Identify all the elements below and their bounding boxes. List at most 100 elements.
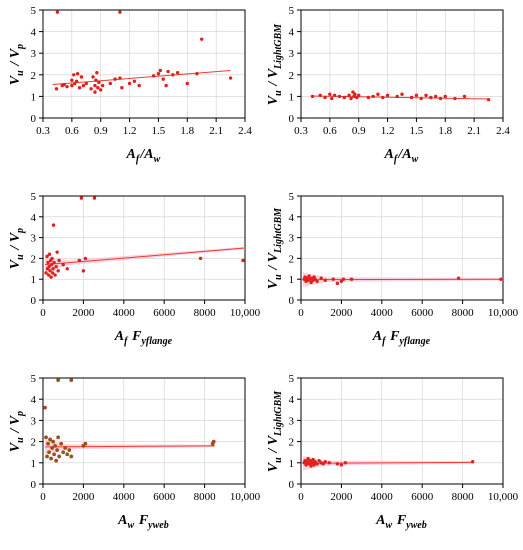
data-point <box>309 464 313 468</box>
data-point <box>49 275 53 279</box>
data-point <box>81 83 86 88</box>
data-point <box>47 265 51 269</box>
data-point <box>70 78 74 82</box>
x-tick-label: 1.2 <box>123 125 137 137</box>
data-point <box>349 277 354 281</box>
data-point <box>453 96 457 101</box>
y-axis-label: Vu / VLightGBM <box>266 390 284 473</box>
x-axis-label: Aw Fyweb <box>375 513 428 531</box>
data-point <box>185 81 189 86</box>
y-tick-label: 2 <box>289 70 295 82</box>
data-point <box>429 95 433 100</box>
data-point <box>46 441 50 446</box>
chart-panel-1: 0.3 0.6 0.9 1.2 1.5 1.8 2.1 2.4 0 1 2 3 4 5 Af /Aw Vu … <box>8 5 252 165</box>
data-point <box>424 93 428 98</box>
x-axis-label: Af /Aw <box>384 147 420 165</box>
data-point <box>65 267 69 271</box>
data-point <box>63 446 68 450</box>
data-point <box>357 93 361 98</box>
data-point <box>211 439 216 444</box>
data-point <box>61 262 65 267</box>
data-point <box>438 96 443 101</box>
x-tick-label: 8000 <box>194 491 217 503</box>
y-tick-label: 1 <box>289 91 295 103</box>
data-point <box>55 250 59 254</box>
x-axis-label: Af Fyflange <box>114 329 173 347</box>
data-point <box>118 10 122 14</box>
data-point <box>57 454 62 459</box>
data-point <box>385 93 390 98</box>
data-point <box>151 74 156 78</box>
data-point <box>198 256 203 261</box>
data-point <box>311 457 315 462</box>
y-tick-label: 4 <box>289 27 295 39</box>
data-point <box>400 92 404 96</box>
data-point <box>72 73 76 77</box>
data-point <box>353 92 357 96</box>
y-tick-label: 0 <box>31 479 37 491</box>
plot-frame <box>42 9 246 119</box>
data-point <box>55 10 60 14</box>
x-tick-label: 6000 <box>153 491 176 503</box>
data-point <box>48 269 52 273</box>
plot-frame <box>300 195 504 301</box>
x-tick-label: 2000 <box>72 491 95 503</box>
x-tick-label: 6000 <box>153 307 176 319</box>
data-point <box>50 271 55 275</box>
data-point <box>84 81 88 86</box>
data-point <box>49 456 54 461</box>
x-axis-label: Aw Fyweb <box>117 513 170 531</box>
y-tick-label: 1 <box>31 458 37 470</box>
data-point <box>62 82 66 87</box>
y-tick-label: 5 <box>31 5 37 17</box>
y-tick-label: 3 <box>31 415 37 427</box>
data-point <box>48 437 53 442</box>
x-axis-label: Af /Aw <box>126 147 162 165</box>
y-axis-label: Vu / Vp <box>8 227 26 269</box>
x-tick-label: 2.4 <box>238 125 252 137</box>
x-tick-label: 0 <box>40 491 46 503</box>
data-point <box>419 96 423 101</box>
y-tick-label: 1 <box>289 458 295 470</box>
data-point <box>89 87 93 91</box>
data-point <box>171 73 175 77</box>
data-point <box>349 96 353 101</box>
data-point <box>137 83 141 88</box>
data-point <box>310 461 314 465</box>
data-point <box>97 80 101 85</box>
fit-line <box>44 247 246 266</box>
x-tick-label: 0.9 <box>352 125 366 137</box>
data-point <box>59 441 64 446</box>
data-point <box>67 448 72 453</box>
data-point <box>371 94 375 99</box>
data-point <box>91 75 95 79</box>
data-point <box>319 276 323 280</box>
data-point <box>113 77 117 81</box>
data-point <box>79 196 84 200</box>
x-tick-label: 1.5 <box>410 125 424 137</box>
confidence-band <box>45 439 215 455</box>
data-point <box>51 267 55 271</box>
data-point <box>332 93 337 98</box>
data-point <box>164 83 168 88</box>
data-point <box>69 378 74 383</box>
data-point <box>44 435 48 440</box>
x-tick-label: 4000 <box>113 307 136 319</box>
x-tick-label: 0 <box>40 307 46 319</box>
data-point <box>93 83 97 88</box>
data-point <box>44 271 48 275</box>
x-tick-label: 0 <box>298 307 304 319</box>
x-tick-label: 6000 <box>411 491 434 503</box>
y-tick-label: 0 <box>31 113 37 125</box>
y-tick-label: 5 <box>289 5 295 17</box>
data-point <box>409 95 414 100</box>
data-point <box>166 69 170 74</box>
chart-panel-5: 0 2000 4000 6000 8000 10,000 0 1 2 3 4 5 Aw Fyweb Vu… <box>8 373 261 531</box>
data-point <box>79 75 84 79</box>
x-tick-label: 0.6 <box>323 125 337 137</box>
y-tick-label: 4 <box>31 27 37 39</box>
data-point <box>47 252 52 256</box>
data-point <box>93 90 97 94</box>
x-tick-label: 10,000 <box>230 307 261 319</box>
